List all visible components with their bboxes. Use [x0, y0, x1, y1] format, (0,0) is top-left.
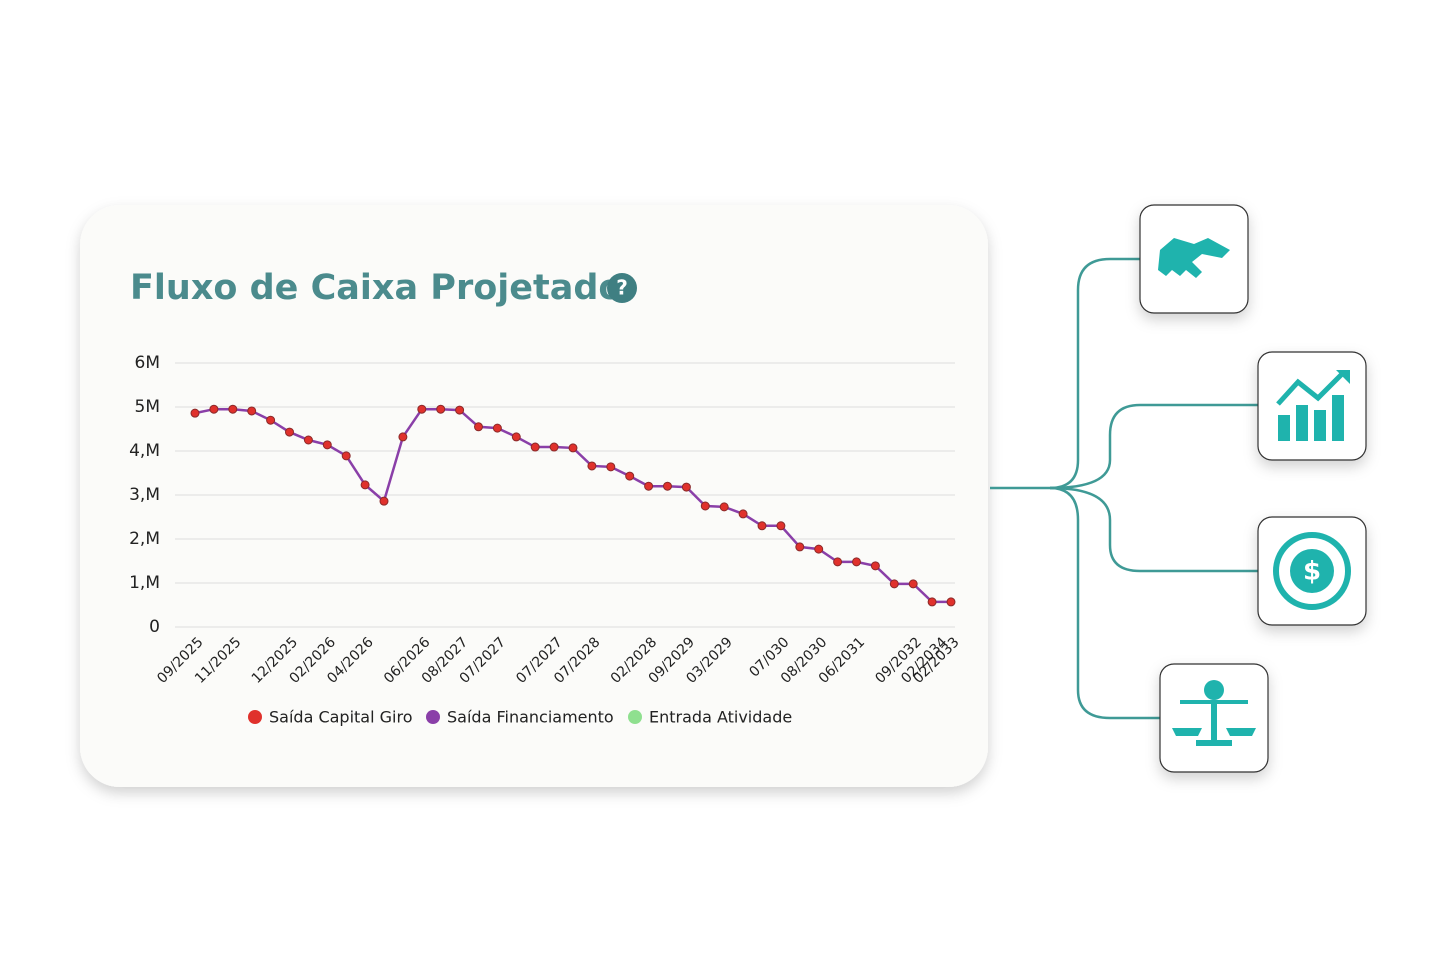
point — [738, 509, 748, 519]
point — [228, 404, 238, 414]
point — [266, 415, 276, 425]
y-tick-label: 1,M — [129, 573, 160, 593]
icon-coin[interactable]: $ — [1257, 516, 1367, 626]
point — [719, 502, 729, 512]
point — [549, 442, 559, 452]
point — [474, 422, 483, 432]
point — [946, 597, 956, 607]
point — [852, 557, 861, 567]
point — [398, 432, 408, 442]
point — [455, 405, 465, 415]
card — [80, 205, 988, 787]
point — [360, 480, 370, 490]
point — [568, 443, 578, 453]
legend-swatch — [426, 710, 440, 724]
point — [757, 521, 767, 531]
point — [530, 442, 540, 452]
point — [644, 481, 654, 491]
point — [587, 461, 597, 471]
point — [833, 557, 843, 567]
point — [436, 404, 446, 414]
icon-handshake[interactable] — [1139, 204, 1249, 314]
point — [927, 597, 937, 607]
point — [700, 501, 710, 511]
point — [663, 481, 672, 491]
icon-balance[interactable] — [1159, 663, 1269, 773]
point — [341, 451, 351, 461]
point — [190, 408, 200, 418]
legend-label: Saída Capital Giro — [269, 708, 413, 727]
point — [681, 482, 691, 492]
point — [625, 471, 635, 481]
legend-swatch — [248, 710, 262, 724]
point — [492, 423, 502, 433]
legend-swatch — [628, 710, 642, 724]
point — [285, 427, 294, 437]
legend-label: Entrada Atividade — [649, 708, 792, 727]
y-tick-label: 2,M — [129, 529, 160, 549]
point — [209, 404, 219, 414]
point — [795, 542, 805, 552]
y-tick-label: 6M — [135, 353, 160, 373]
icon-growth[interactable] — [1257, 351, 1367, 461]
svg-text:?: ? — [616, 276, 628, 300]
point — [511, 432, 521, 442]
point — [247, 406, 257, 416]
point — [606, 462, 616, 472]
point — [776, 521, 786, 531]
point — [908, 579, 918, 589]
connectors — [990, 257, 1258, 720]
help-icon[interactable]: ? — [607, 273, 637, 303]
point — [303, 435, 313, 445]
y-tick-label: 4,M — [129, 441, 160, 461]
y-tick-label: 3,M — [129, 485, 160, 505]
chart-title: Fluxo de Caixa Projetado — [130, 268, 622, 308]
point — [417, 404, 427, 414]
y-tick-label: 5M — [135, 397, 160, 417]
point — [870, 561, 880, 571]
y-tick-label: 0 — [149, 617, 160, 637]
point — [322, 440, 332, 450]
legend-label: Saída Financiamento — [447, 708, 614, 727]
point — [814, 544, 824, 554]
svg-text:$: $ — [1303, 557, 1321, 587]
point — [379, 496, 389, 506]
point — [889, 579, 899, 589]
